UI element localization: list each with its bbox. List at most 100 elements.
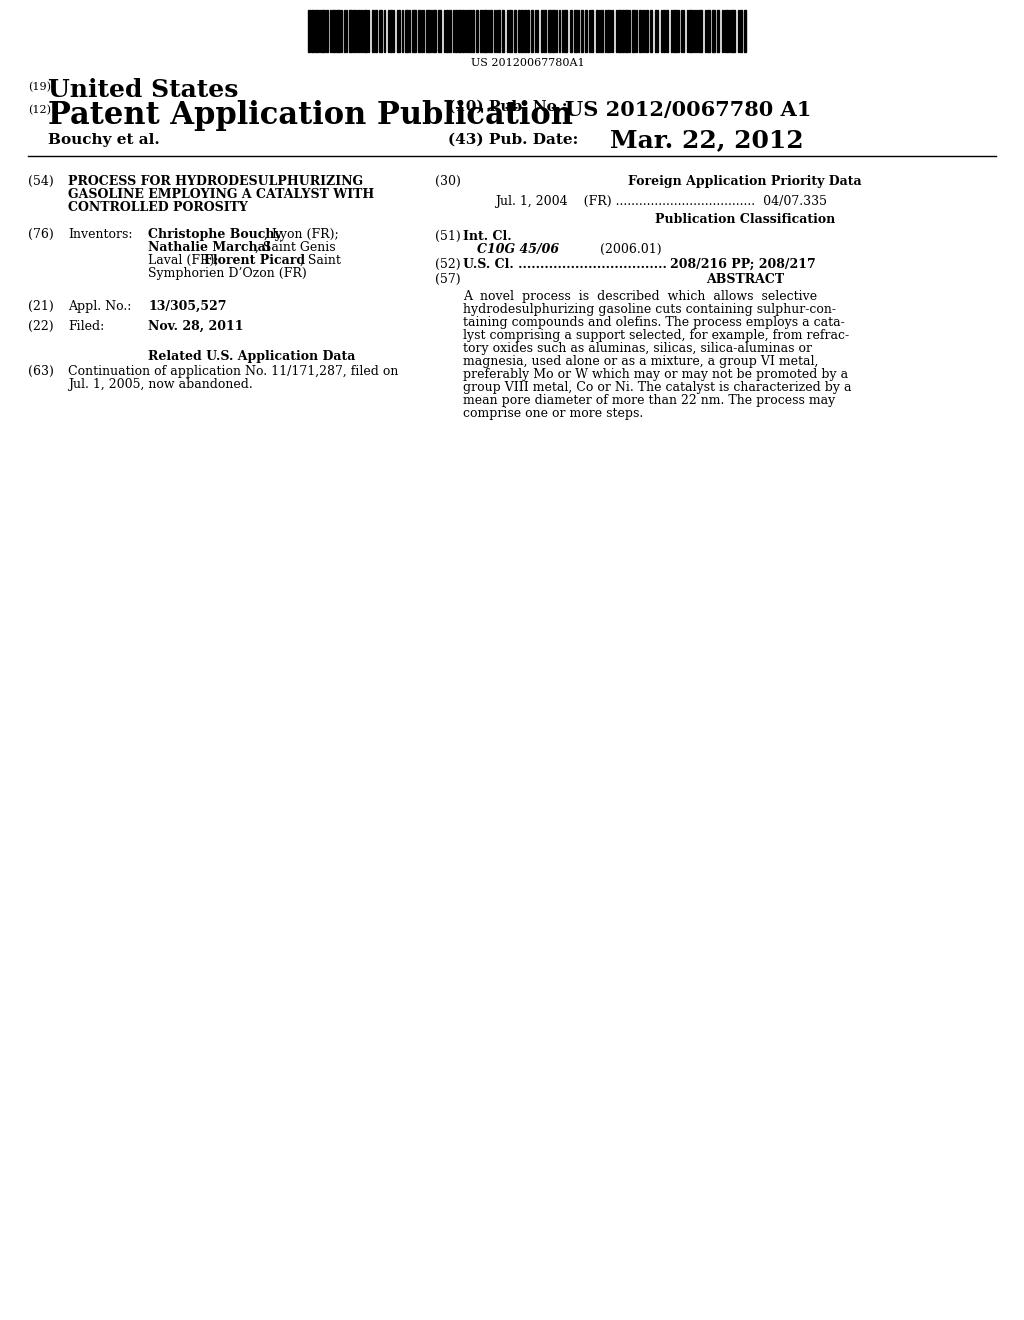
Text: Jul. 1, 2005, now abandoned.: Jul. 1, 2005, now abandoned.: [68, 378, 253, 391]
Bar: [541, 11, 543, 51]
Text: U.S. Cl. ..................................: U.S. Cl. ...............................…: [463, 257, 667, 271]
Bar: [726, 11, 728, 51]
Bar: [607, 11, 609, 51]
Bar: [618, 11, 621, 51]
Text: Continuation of application No. 11/171,287, filed on: Continuation of application No. 11/171,2…: [68, 366, 398, 378]
Text: preferably Mo or W which may or may not be promoted by a: preferably Mo or W which may or may not …: [463, 368, 848, 381]
Bar: [666, 11, 668, 51]
Bar: [406, 11, 408, 51]
Bar: [622, 11, 624, 51]
Text: A  novel  process  is  described  which  allows  selective: A novel process is described which allow…: [463, 290, 817, 304]
Bar: [372, 11, 374, 51]
Bar: [483, 11, 487, 51]
Bar: [326, 11, 328, 51]
Bar: [321, 11, 325, 51]
Bar: [521, 11, 523, 51]
Bar: [336, 11, 340, 51]
Bar: [418, 11, 420, 51]
Text: (30): (30): [435, 176, 461, 187]
Bar: [446, 11, 449, 51]
Bar: [390, 11, 392, 51]
Text: Florent Picard: Florent Picard: [204, 253, 305, 267]
Text: 208/216 PP; 208/217: 208/216 PP; 208/217: [670, 257, 816, 271]
Bar: [548, 11, 551, 51]
Text: Appl. No.:: Appl. No.:: [68, 300, 131, 313]
Text: taining compounds and olefins. The process employs a cata-: taining compounds and olefins. The proce…: [463, 315, 845, 329]
Text: PROCESS FOR HYDRODESULPHURIZING: PROCESS FOR HYDRODESULPHURIZING: [68, 176, 364, 187]
Bar: [632, 11, 635, 51]
Text: (54): (54): [28, 176, 53, 187]
Text: Foreign Application Priority Data: Foreign Application Priority Data: [628, 176, 862, 187]
Bar: [564, 11, 567, 51]
Bar: [455, 11, 457, 51]
Bar: [740, 11, 742, 51]
Text: (43) Pub. Date:: (43) Pub. Date:: [449, 133, 579, 147]
Bar: [717, 11, 719, 51]
Bar: [433, 11, 436, 51]
Bar: [731, 11, 735, 51]
Bar: [712, 11, 715, 51]
Bar: [625, 11, 628, 51]
Bar: [673, 11, 677, 51]
Text: Publication Classification: Publication Classification: [655, 213, 836, 226]
Bar: [639, 11, 641, 51]
Bar: [524, 11, 526, 51]
Bar: [581, 11, 583, 51]
Bar: [379, 11, 382, 51]
Text: Mar. 22, 2012: Mar. 22, 2012: [610, 128, 804, 152]
Bar: [353, 11, 355, 51]
Text: Christophe Bouchy: Christophe Bouchy: [148, 228, 282, 242]
Bar: [502, 11, 504, 51]
Bar: [591, 11, 593, 51]
Bar: [655, 11, 658, 51]
Bar: [364, 11, 367, 51]
Bar: [544, 11, 546, 51]
Bar: [663, 11, 665, 51]
Text: Bouchy et al.: Bouchy et al.: [48, 133, 160, 147]
Bar: [552, 11, 555, 51]
Text: (22): (22): [28, 319, 53, 333]
Text: (57): (57): [435, 273, 461, 286]
Text: (51): (51): [435, 230, 461, 243]
Bar: [397, 11, 400, 51]
Text: group VIII metal, Co or Ni. The catalyst is characterized by a: group VIII metal, Co or Ni. The catalyst…: [463, 381, 852, 393]
Bar: [518, 11, 520, 51]
Bar: [707, 11, 710, 51]
Text: (63): (63): [28, 366, 54, 378]
Bar: [332, 11, 335, 51]
Bar: [412, 11, 416, 51]
Bar: [480, 11, 482, 51]
Text: (12): (12): [28, 106, 51, 115]
Bar: [585, 11, 587, 51]
Bar: [699, 11, 702, 51]
Text: (21): (21): [28, 300, 53, 313]
Text: GASOLINE EMPLOYING A CATALYST WITH: GASOLINE EMPLOYING A CATALYST WITH: [68, 187, 374, 201]
Bar: [349, 11, 352, 51]
Bar: [449, 11, 451, 51]
Text: comprise one or more steps.: comprise one or more steps.: [463, 407, 643, 420]
Text: Laval (FR);: Laval (FR);: [148, 253, 222, 267]
Bar: [469, 11, 471, 51]
Text: US 2012/0067780 A1: US 2012/0067780 A1: [565, 100, 811, 120]
Text: C10G 45/06: C10G 45/06: [477, 243, 559, 256]
Text: lyst comprising a support selected, for example, from refrac-: lyst comprising a support selected, for …: [463, 329, 849, 342]
Bar: [574, 11, 577, 51]
Text: CONTROLLED POROSITY: CONTROLLED POROSITY: [68, 201, 248, 214]
Text: ABSTRACT: ABSTRACT: [706, 273, 784, 286]
Bar: [315, 11, 318, 51]
Text: Nathalie Marchal: Nathalie Marchal: [148, 242, 270, 253]
Bar: [462, 11, 464, 51]
Text: Patent Application Publication: Patent Application Publication: [48, 100, 573, 131]
Bar: [472, 11, 474, 51]
Bar: [311, 11, 314, 51]
Bar: [308, 11, 310, 51]
Text: (76): (76): [28, 228, 53, 242]
Text: (52): (52): [435, 257, 461, 271]
Text: Int. Cl.: Int. Cl.: [463, 230, 512, 243]
Bar: [646, 11, 648, 51]
Text: Related U.S. Application Data: Related U.S. Application Data: [148, 350, 355, 363]
Text: mean pore diameter of more than 22 nm. The process may: mean pore diameter of more than 22 nm. T…: [463, 393, 836, 407]
Bar: [601, 11, 603, 51]
Bar: [476, 11, 478, 51]
Bar: [375, 11, 377, 51]
